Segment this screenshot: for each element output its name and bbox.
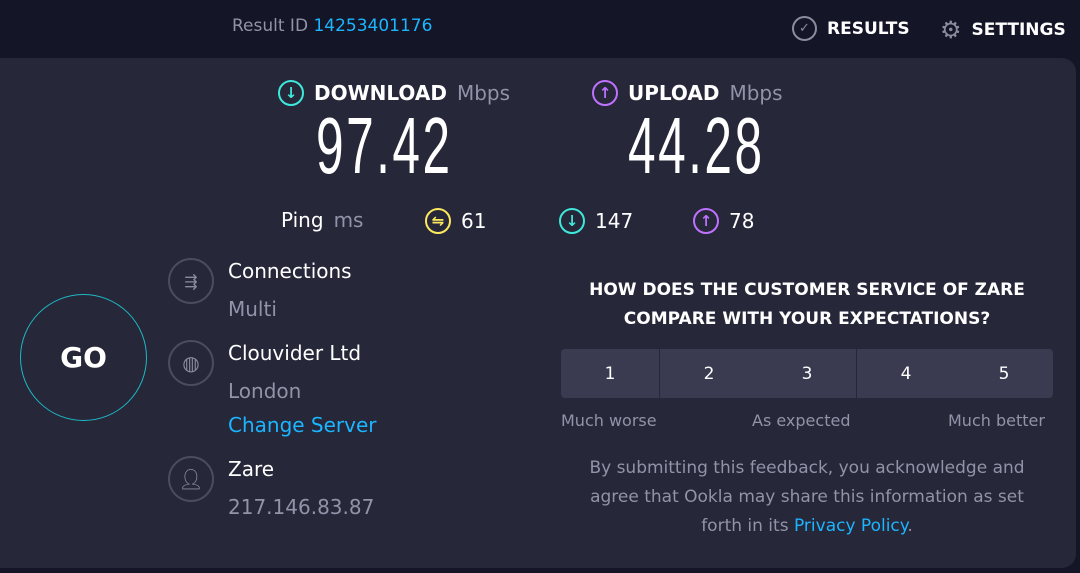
provider-name: Zare — [228, 457, 275, 481]
check-circle-icon: ✓ — [792, 16, 817, 41]
rating-mid-label: As expected — [752, 411, 851, 430]
download-arrow-icon: ↓ — [278, 80, 304, 106]
settings-label: SETTINGS — [971, 20, 1066, 40]
ping-idle-value: 61 — [461, 209, 487, 233]
ping-upload-value: 78 — [729, 209, 755, 233]
connections-value: Multi — [228, 297, 277, 321]
download-header: ↓ DOWNLOAD Mbps — [278, 80, 510, 106]
results-button[interactable]: ✓ RESULTS — [792, 16, 910, 41]
disclaimer-text: forth in its — [701, 516, 789, 536]
survey-question: HOW DOES THE CUSTOMER SERVICE OF ZARE CO… — [561, 276, 1053, 334]
upload-label: UPLOAD — [628, 81, 720, 105]
provider-ip: 217.146.83.87 — [228, 495, 375, 519]
result-id-label: Result ID — [232, 16, 309, 36]
user-icon: 👤︎ — [168, 456, 214, 502]
rating-high-label: Much better — [948, 411, 1045, 430]
connections-icon: ⇶ — [168, 258, 214, 304]
download-arrow-icon: ↓ — [559, 208, 585, 234]
go-label: GO — [60, 341, 107, 374]
ping-idle-icon: ⇋ — [425, 208, 451, 234]
download-label: DOWNLOAD — [314, 81, 447, 105]
download-value: 97.42 — [316, 101, 453, 190]
ping-upload: ↑ 78 — [693, 208, 754, 234]
go-button[interactable]: GO — [20, 294, 147, 421]
server-name: Clouvider Ltd — [228, 341, 362, 365]
ping-text: Ping — [281, 208, 324, 232]
survey-question-line: COMPARE WITH YOUR EXPECTATIONS? — [623, 309, 991, 329]
ping-unit: ms — [333, 208, 364, 232]
upload-value: 44.28 — [628, 101, 765, 190]
rating-low-label: Much worse — [561, 411, 657, 430]
result-id-link[interactable]: 14253401176 — [313, 16, 433, 36]
server-location: London — [228, 379, 302, 403]
ping-download-value: 147 — [595, 209, 634, 233]
change-server-link[interactable]: Change Server — [228, 413, 377, 437]
settings-button[interactable]: ⚙ SETTINGS — [940, 16, 1066, 44]
result-id: Result ID 14253401176 — [232, 16, 432, 36]
upload-header: ↑ UPLOAD Mbps — [592, 80, 783, 106]
rating-option-4[interactable]: 4 — [856, 349, 955, 398]
rating-option-3[interactable]: 3 — [801, 363, 813, 384]
globe-icon: ◍ — [168, 340, 214, 386]
ping-idle: ⇋ 61 — [425, 208, 486, 234]
disclaimer-suffix: . — [907, 516, 913, 536]
ping-download: ↓ 147 — [559, 208, 633, 234]
disclaimer-line: agree that Ookla may share this informat… — [590, 487, 1024, 507]
rating-option-2[interactable]: 2 — [659, 349, 758, 398]
rating-option-1[interactable]: 1 — [604, 363, 616, 384]
gear-icon: ⚙ — [940, 16, 962, 44]
disclaimer-line: By submitting this feedback, you acknowl… — [589, 458, 1025, 478]
upload-arrow-icon: ↑ — [592, 80, 618, 106]
connections-label: Connections — [228, 259, 352, 283]
disclaimer-line: forth in its Privacy Policy. — [550, 512, 1064, 541]
survey-question-line: HOW DOES THE CUSTOMER SERVICE OF ZARE — [589, 280, 1025, 300]
rating-scale: 1 2 3 4 5 — [561, 349, 1053, 398]
privacy-policy-link[interactable]: Privacy Policy — [793, 516, 908, 536]
ping-label: Ping ms — [281, 208, 363, 232]
results-label: RESULTS — [827, 18, 910, 39]
survey-disclaimer: By submitting this feedback, you acknowl… — [550, 454, 1064, 541]
upload-unit: Mbps — [729, 81, 783, 105]
download-unit: Mbps — [456, 81, 511, 105]
rating-option-5[interactable]: 5 — [998, 363, 1010, 384]
upload-arrow-icon: ↑ — [693, 208, 719, 234]
